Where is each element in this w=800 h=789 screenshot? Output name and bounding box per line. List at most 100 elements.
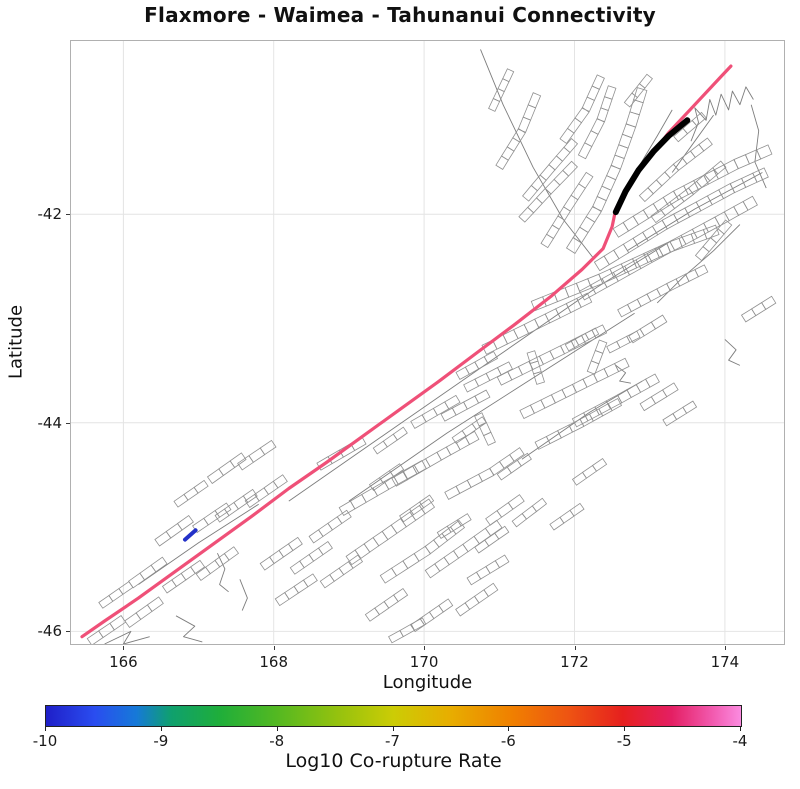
colorbar-tick-label: -8	[269, 732, 285, 750]
fault-segment-quad	[419, 611, 435, 626]
fault-segment-quad	[550, 389, 567, 404]
fault-segment-quad	[495, 155, 509, 170]
fault-segment-quad	[659, 201, 676, 217]
fault-segment-quad	[756, 144, 773, 160]
colorbar-tick-label: -7	[385, 732, 400, 750]
fault-segment-quad	[150, 556, 168, 573]
fault-segment-quad	[464, 430, 480, 446]
fault-segment-quad	[485, 560, 501, 574]
fault-segment-quad	[135, 604, 153, 620]
fault-segment-quad	[689, 143, 705, 158]
x-tick-label: 174	[710, 653, 740, 671]
fault-segment-quad	[214, 553, 230, 568]
fault-segment-quad	[569, 502, 585, 517]
fault-segment-quad	[218, 460, 236, 477]
fault-segment-quad	[488, 461, 505, 476]
background-fault-lines	[104, 49, 767, 645]
fault-segment-quad	[740, 308, 757, 323]
fault-segment-quad	[519, 404, 535, 420]
x-axis-label: Longitude	[382, 672, 473, 693]
fault-segment-quad	[523, 318, 540, 334]
fault-segment-quad	[483, 431, 496, 446]
fault-segment-quad	[464, 595, 480, 610]
colorbar-tick-mark	[624, 727, 626, 731]
fault-segment-quad	[364, 607, 380, 622]
fault-segment-quad	[392, 426, 408, 441]
fault-segment-quad	[751, 302, 767, 317]
fault-segment-quad	[672, 406, 688, 421]
fault-segment-quad	[761, 295, 777, 310]
fault-segment-quad	[494, 554, 510, 569]
fault-segment-quad	[742, 195, 758, 211]
fault-segment-quad	[440, 407, 457, 422]
fault-segment-quad	[596, 185, 612, 202]
fault-segment-quad	[381, 524, 398, 541]
fault-trace-line	[104, 630, 150, 645]
fault-segment-quad	[402, 553, 420, 570]
fault-segment-quad	[631, 83, 646, 99]
fault-segment-quad	[345, 549, 362, 566]
fault-segment-quad	[378, 470, 395, 484]
fault-segment-quad	[128, 572, 146, 589]
fault-segment-quad	[382, 433, 398, 448]
fault-segment-quad	[484, 532, 500, 547]
fault-segment-quad	[675, 273, 690, 287]
fault-segment-quad	[419, 494, 435, 509]
fault-segment-quad	[698, 137, 713, 152]
fault-segment-quad	[466, 571, 482, 586]
fault-segment-quad	[507, 494, 525, 510]
fault-segment-quad	[531, 497, 548, 513]
fault-segment-quad	[98, 594, 114, 609]
fault-segment-quad	[512, 128, 526, 143]
fault-segment-quad	[284, 585, 300, 600]
fault-segment-quad	[391, 560, 409, 577]
fault-segment-quad	[272, 474, 288, 489]
fault-segment-quad	[483, 582, 499, 597]
fault-segment-quad	[521, 505, 538, 520]
fault-segment-quad	[666, 278, 681, 292]
fault-segment-quad	[413, 545, 431, 562]
fault-segment-quad	[464, 361, 480, 375]
fault-segment-quad	[455, 602, 471, 617]
fault-segment-quad	[237, 455, 254, 471]
fault-segment-quad	[413, 458, 431, 474]
fault-segment-quad	[636, 293, 652, 307]
fault-segment-quad	[638, 73, 653, 89]
colorbar-tick-mark	[392, 727, 394, 731]
fault-segment-quad	[621, 123, 637, 139]
fault-segment-quad	[393, 587, 409, 603]
fault-segment-quad	[591, 74, 605, 90]
fault-segment-quad	[529, 399, 546, 414]
fault-segment-quad	[475, 565, 491, 580]
fault-segment-quad	[308, 547, 324, 562]
fault-trace-line	[480, 49, 594, 259]
y-tick-label: -46	[37, 622, 63, 641]
fault-segment-quad	[327, 516, 343, 531]
fault-segment-quad	[449, 519, 466, 535]
colorbar-tick-label: -6	[500, 732, 516, 750]
fault-segment-quad	[336, 509, 352, 524]
fault-segment-quad	[424, 563, 441, 579]
fault-segment-quad	[607, 397, 623, 412]
fault-segment-quad	[502, 68, 515, 83]
fault-segment-quad	[650, 389, 668, 405]
fault-segment-quad	[374, 601, 390, 616]
fault-segment-quad	[471, 416, 487, 431]
fault-segment-quad	[223, 546, 240, 561]
fault-segment-quad	[478, 421, 492, 437]
colorbar-gradient	[45, 705, 742, 727]
fault-segment-quad	[682, 400, 698, 414]
fault-segment-quad	[584, 327, 600, 341]
fault-segment-quad	[632, 209, 650, 226]
fault-segment-quad	[466, 473, 483, 488]
fault-segment-quad	[436, 446, 452, 461]
fault-segment-quad	[229, 452, 247, 469]
fault-segment-quad	[549, 516, 565, 531]
colorbar-tick-label: -10	[32, 732, 58, 750]
colorbar-tick-mark	[508, 727, 510, 731]
high-rate-fault-trace	[80, 64, 733, 639]
fault-segment-quad	[579, 413, 594, 427]
fault-segment-quad	[581, 464, 598, 479]
fault-segment-quad	[538, 350, 555, 365]
